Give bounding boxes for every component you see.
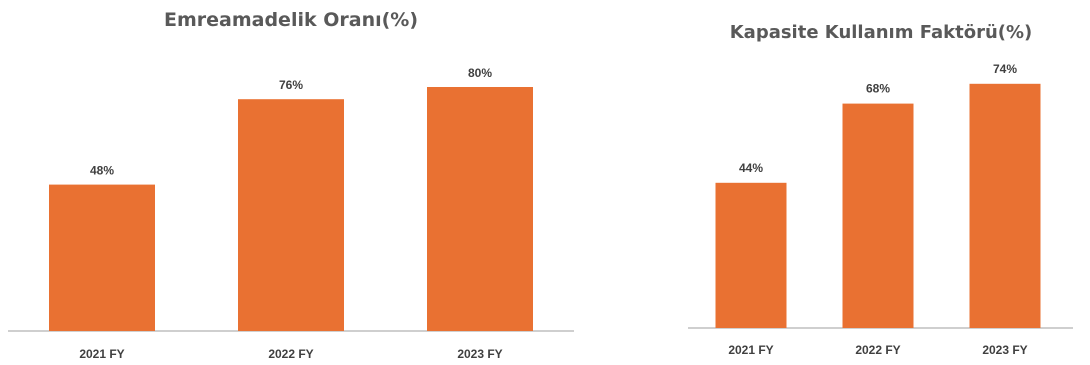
bar-2021-fy [49, 184, 155, 331]
x-tick-label: 2022 FY [855, 343, 900, 357]
data-label: 80% [468, 66, 492, 80]
data-label: 44% [739, 161, 763, 175]
chart-title: Kapasite Kullanım Faktörü(%) [730, 22, 1033, 43]
data-label: 76% [279, 78, 303, 92]
bar-2021-fy [715, 182, 787, 328]
chart-title: Emreamadelik Oranı(%) [164, 9, 418, 31]
chart-availability-ratio: Emreamadelik Oranı(%) 48% 2021 FY 76% 2022 … [8, 9, 574, 361]
bar-2023-fy [427, 87, 533, 331]
bar-2022-fy [238, 99, 344, 331]
x-tick-label: 2023 FY [457, 347, 502, 361]
data-label: 48% [90, 164, 114, 178]
data-label: 68% [866, 82, 890, 96]
x-tick-label: 2021 FY [79, 347, 124, 361]
chart-capacity-factor: Kapasite Kullanım Faktörü(%) 44% 2021 FY 6… [688, 22, 1073, 357]
bar-2022-fy [842, 103, 914, 328]
data-label: 74% [993, 62, 1017, 76]
bar-2023-fy [969, 83, 1041, 328]
x-tick-label: 2021 FY [728, 343, 773, 357]
x-tick-label: 2022 FY [268, 347, 313, 361]
x-tick-label: 2023 FY [982, 343, 1027, 357]
